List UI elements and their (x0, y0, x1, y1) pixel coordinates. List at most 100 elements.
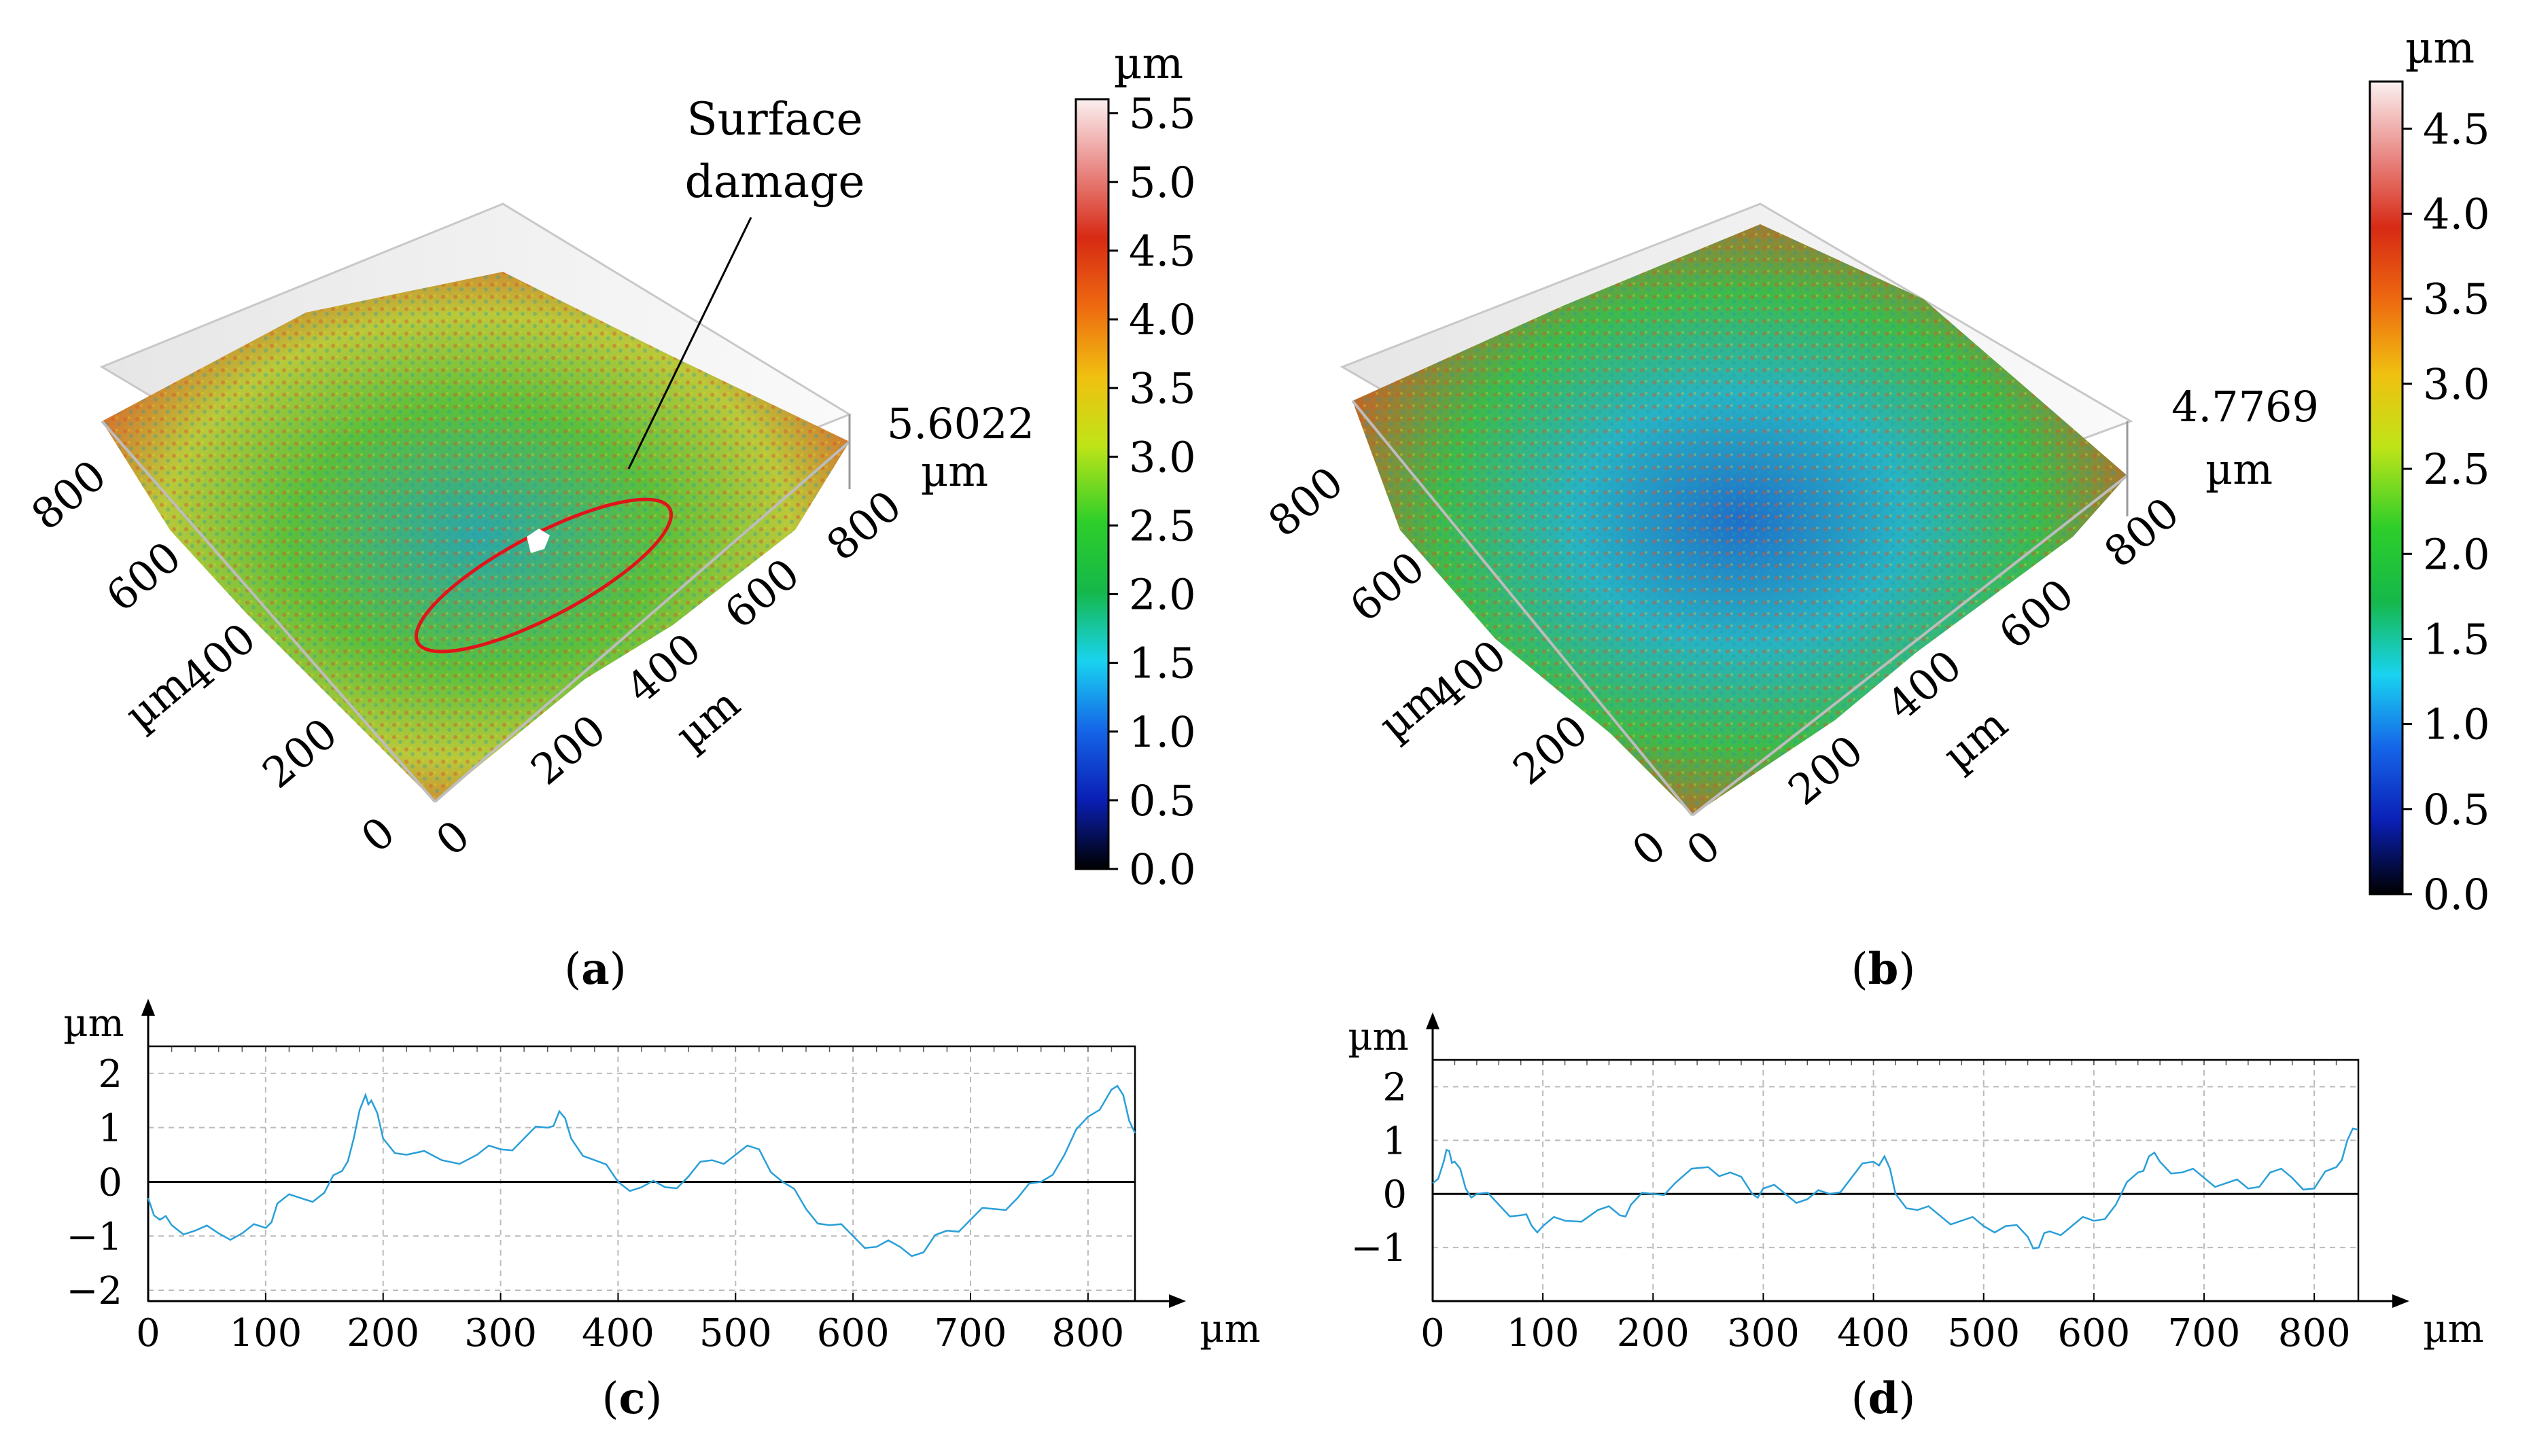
x-tick-label: 300 (1727, 1311, 1800, 1355)
left-base-edge (1351, 399, 1694, 817)
colorbar-tick-label: 5.0 (1129, 158, 1196, 207)
right-base-edge (434, 440, 851, 803)
left-tick-200: 200 (253, 709, 347, 798)
z-max-unit: µm (2205, 444, 2273, 494)
colorbar-tick-label: 0.5 (1129, 776, 1196, 825)
x-tick-label: 300 (464, 1311, 537, 1355)
left-tick-200: 200 (1503, 705, 1597, 795)
colorbar-tick-label: 4.5 (1129, 226, 1196, 276)
y-tick-label: 2 (98, 1052, 122, 1097)
x-tick-label: 800 (2278, 1311, 2351, 1355)
colorbar (2369, 80, 2404, 895)
damage-ellipse (414, 497, 674, 654)
y-tick-label: 2 (1382, 1065, 1407, 1109)
x-tick-label: 600 (817, 1311, 890, 1355)
colorbar (1075, 98, 1110, 870)
colorbar-tick-label: 0.0 (2423, 870, 2490, 919)
left-base-edge (101, 420, 436, 803)
x-tick-label: 0 (136, 1311, 160, 1355)
colorbar-tick-label: 4.5 (2423, 104, 2490, 154)
colorbar-tick-label: 1.5 (1129, 639, 1196, 688)
colorbar-tick-label: 4.0 (1129, 295, 1196, 344)
colorbar-tick-label: 2.0 (1129, 570, 1196, 620)
colorbar-tick-label: 1.0 (1129, 707, 1196, 757)
y-tick-label: −2 (66, 1269, 122, 1313)
y-axis-unit: µm (63, 1001, 124, 1046)
colorbar-tick-label: 4.0 (2423, 190, 2490, 239)
x-tick-label: 700 (934, 1311, 1007, 1355)
x-axis-arrow (1169, 1294, 1186, 1308)
profile-line (147, 1084, 1136, 1258)
surface-texture (1352, 224, 2127, 815)
y-tick-label: 1 (1382, 1119, 1407, 1163)
plot-frame (1431, 1059, 2360, 1302)
surface-texture (102, 272, 850, 802)
x-tick-label: 500 (1947, 1311, 2020, 1355)
left-tick-600: 600 (1340, 542, 1434, 632)
y-tick-label: 1 (98, 1107, 122, 1151)
y-axis-arrow (1426, 1012, 1439, 1029)
x-axis-arrow (2392, 1294, 2409, 1308)
x-axis-unit: µm (1200, 1307, 1261, 1351)
right-base-edge (1691, 474, 2129, 817)
left-tick-0: 0 (1623, 821, 1675, 876)
left-tick-800: 800 (22, 450, 116, 540)
y-tick-label: −1 (1350, 1226, 1407, 1271)
z-max-value: 4.7769 (2171, 382, 2319, 431)
panel-label-b: (b) (1851, 944, 1916, 995)
plot-frame (147, 1045, 1136, 1302)
annotation-line2: damage (685, 156, 865, 208)
annotation-leader-line (627, 217, 752, 469)
y-tick-label: 0 (1382, 1173, 1407, 1217)
right-tick-0: 0 (1677, 821, 1730, 876)
colorbar-tick-label: 2.0 (2423, 529, 2490, 579)
colorbar-ticks: 0.0 0.5 1.0 1.5 2.0 2.5 3.0 3.5 4.0 4.5 5.0 5.5 (1108, 89, 1196, 894)
y-axis-arrow (141, 999, 155, 1016)
left-tick-600: 600 (97, 532, 190, 622)
x-tick-label: 800 (1051, 1311, 1124, 1355)
x-tick-label: 0 (1420, 1311, 1445, 1355)
colorbar-unit: µm (2405, 23, 2475, 73)
z-max-value: 5.6022 (887, 399, 1034, 448)
x-tick-label: 200 (347, 1311, 419, 1355)
colorbar-tick-label: 1.5 (2423, 614, 2490, 664)
colorbar-tick-label: 3.0 (1129, 432, 1196, 482)
colorbar-tick-label: 0.0 (1129, 845, 1196, 894)
colorbar-tick-label: 3.5 (1129, 363, 1196, 413)
annotation-line1: Surface (686, 93, 862, 145)
damage-spot (527, 529, 550, 553)
plot-area: 0 100 200 300 400 500 600 700 800 2 1 0 −1 µm µm (1348, 1012, 2484, 1355)
y-tick-label: −1 (66, 1215, 122, 1259)
z-max-unit: µm (921, 446, 988, 496)
y-tick-label: 0 (98, 1160, 122, 1205)
colorbar-tick-label: 3.5 (2423, 274, 2490, 324)
panel-d-line-chart: 0 100 200 300 400 500 600 700 800 2 1 0 −1 µm µm (d) (1348, 1012, 2484, 1424)
x-tick-label: 400 (582, 1311, 654, 1355)
colorbar-tick-label: 2.5 (1129, 501, 1196, 550)
x-tick-label: 200 (1617, 1311, 1690, 1355)
colorbar-tick-label: 1.0 (2423, 700, 2490, 749)
left-tick-800: 800 (1259, 457, 1352, 547)
left-tick-0: 0 (352, 807, 404, 862)
panel-b-surface-plot: 4.7769 µm 0 200 400 600 800 µm 0 200 400… (1259, 23, 2490, 995)
x-tick-label: 600 (2057, 1311, 2130, 1355)
panel-c-line-chart: 0 100 200 300 400 500 600 700 800 2 1 0 −1 −2 µm µm (c) (63, 999, 1261, 1424)
right-axis-unit: µm (1934, 699, 2017, 781)
colorbar-tick-label: 2.5 (2423, 444, 2490, 494)
right-axis-unit: µm (666, 679, 750, 760)
colorbar-unit: µm (1114, 39, 1183, 89)
colorbar-tick-label: 0.5 (2423, 785, 2490, 834)
y-axis-unit: µm (1348, 1015, 1409, 1059)
colorbar-ticks: 0.0 0.5 1.0 1.5 2.0 2.5 3.0 3.5 4.0 4.5 (2403, 104, 2490, 919)
plot-area: 0 100 200 300 400 500 600 700 800 2 1 0 −1 −2 µm µm (63, 999, 1261, 1355)
x-tick-label: 400 (1837, 1311, 1910, 1355)
x-tick-label: 100 (1507, 1311, 1579, 1355)
panel-label-d: (d) (1851, 1373, 1916, 1424)
panel-label-a: (a) (564, 944, 626, 995)
right-tick-800: 800 (817, 481, 911, 571)
colorbar-tick-label: 5.5 (1129, 89, 1196, 139)
panel-label-c: (c) (602, 1373, 663, 1424)
profile-line (1432, 1127, 2359, 1250)
x-tick-label: 700 (2168, 1311, 2241, 1355)
